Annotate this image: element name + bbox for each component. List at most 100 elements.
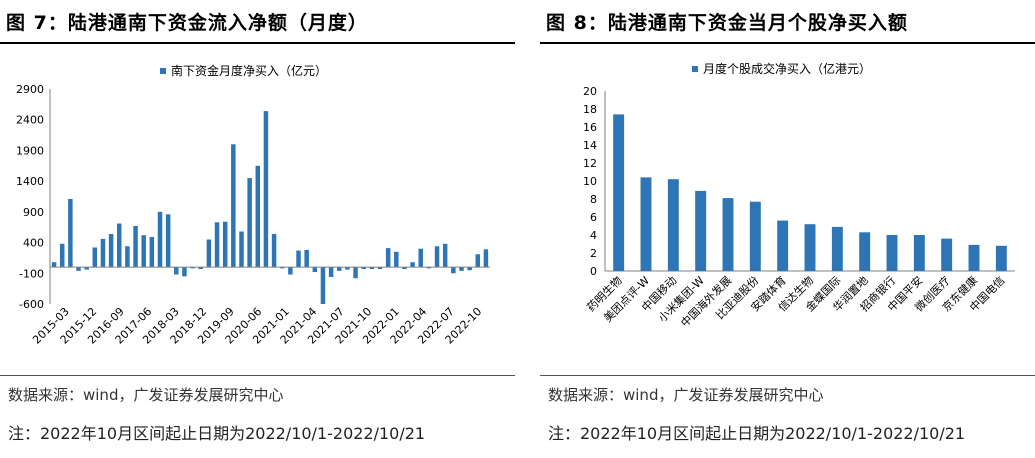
bar: [92, 247, 98, 268]
bar: [328, 267, 334, 277]
bar: [157, 211, 163, 268]
bar: [913, 235, 925, 271]
bar: [995, 245, 1007, 271]
southbound-monthly-flow-chart: 南下资金月度净买入（亿元） -600 -100 400 900 1400 1900 2400 2…: [16, 63, 490, 347]
figure-7-title: 图 7：陆港通南下资金流入净额（月度）: [6, 12, 368, 34]
title-rule: [540, 42, 1035, 44]
legend-label: 月度个股成交净买入（亿港元）: [703, 61, 871, 76]
bar: [410, 262, 415, 268]
figure-8-title: 图 8：陆港通南下资金当月个股净买入额: [546, 12, 908, 34]
figure-7-source: 数据来源：wind，广发证券发展研究中心: [8, 386, 284, 404]
y-tick-label: 8: [590, 193, 597, 206]
bar: [174, 267, 179, 275]
bar: [426, 267, 432, 269]
y-tick-label: -600: [19, 298, 44, 311]
source-rule: [0, 375, 515, 376]
bar: [369, 267, 375, 269]
y-tick-label: 400: [23, 237, 44, 250]
bar: [886, 235, 898, 271]
bar: [51, 262, 57, 268]
bar: [418, 248, 423, 268]
bar: [108, 233, 114, 268]
bar: [288, 267, 293, 275]
y-tick-label: 900: [23, 206, 44, 219]
figure-7-note: 注：2022年10月区间起止日期为2022/10/1-2022/10/21: [8, 424, 426, 443]
bar: [206, 239, 212, 268]
title-rule: [0, 42, 515, 44]
y-tick-label: 4: [590, 229, 597, 242]
bar: [640, 177, 652, 271]
y-tick-label: 1900: [16, 144, 44, 157]
y-tick-label: 18: [583, 103, 597, 116]
bar: [434, 246, 440, 268]
bar: [133, 225, 138, 268]
bar: [296, 250, 301, 268]
bar: [777, 220, 789, 271]
bar: [467, 267, 472, 271]
y-tick-label: 1400: [16, 175, 44, 188]
bar: [749, 201, 761, 271]
stock-net-buy-chart: 月度个股成交净买入（亿港元）02468101214161820药明生物美团点评-…: [583, 61, 1015, 330]
bar: [190, 267, 195, 269]
bar: [613, 114, 625, 272]
bar: [76, 267, 81, 271]
bar: [722, 198, 734, 271]
bar: [279, 267, 285, 269]
bar: [459, 267, 464, 271]
bar: [100, 238, 106, 268]
bar: [165, 214, 171, 268]
bar: [831, 226, 843, 271]
legend-swatch: [692, 66, 698, 72]
bar: [141, 235, 146, 268]
bar: [402, 267, 407, 269]
y-tick-label: 10: [583, 175, 597, 188]
bar: [451, 267, 456, 274]
y-tick-label: 0: [590, 265, 597, 278]
bar: [84, 267, 89, 270]
legend-label: 南下资金月度净买入（亿元）: [171, 63, 327, 78]
y-tick-label: 16: [583, 121, 597, 134]
bar: [385, 248, 391, 268]
figure-8-panel: 图 8：陆港通南下资金当月个股净买入额 月度个股成交净买入（亿港元） 0 2 4 6 8 1…: [540, 0, 1035, 458]
y-tick-label: 2400: [16, 114, 44, 127]
bar: [337, 267, 342, 271]
bar: [442, 243, 448, 268]
y-tick-label: 12: [583, 157, 597, 170]
bar: [312, 267, 318, 273]
bar: [68, 198, 73, 268]
bar: [968, 244, 980, 271]
bar: [214, 222, 220, 268]
bar: [394, 251, 399, 268]
bar: [247, 178, 252, 268]
bar: [804, 224, 816, 271]
y-tick-label: -100: [19, 267, 44, 280]
figure-7-panel: 图 7：陆港通南下资金流入净额（月度） 南下资金月度净买入（亿元） -600 -10…: [0, 0, 515, 458]
bar: [859, 232, 871, 271]
y-tick-label: 6: [590, 211, 597, 224]
bar: [475, 254, 481, 268]
legend-swatch: [160, 68, 166, 74]
bar: [239, 231, 244, 268]
bar: [304, 249, 309, 268]
bar: [353, 267, 358, 279]
bar: [377, 267, 383, 269]
bar: [198, 267, 203, 269]
bar: [149, 237, 155, 268]
y-tick-label: 14: [583, 139, 597, 152]
y-tick-label: 20: [583, 85, 597, 98]
bar: [59, 243, 65, 268]
y-tick-label: 2: [590, 247, 597, 260]
bar: [182, 267, 187, 277]
y-tick-label: 2900: [16, 83, 44, 96]
bar: [361, 267, 366, 269]
bar: [483, 249, 489, 268]
bar: [345, 267, 350, 270]
bar: [231, 144, 236, 268]
bar: [263, 111, 269, 268]
source-rule: [540, 375, 1035, 376]
bar: [271, 233, 277, 268]
bar: [222, 221, 228, 268]
bar: [667, 179, 679, 271]
bar: [320, 267, 326, 304]
bar: [255, 165, 261, 268]
